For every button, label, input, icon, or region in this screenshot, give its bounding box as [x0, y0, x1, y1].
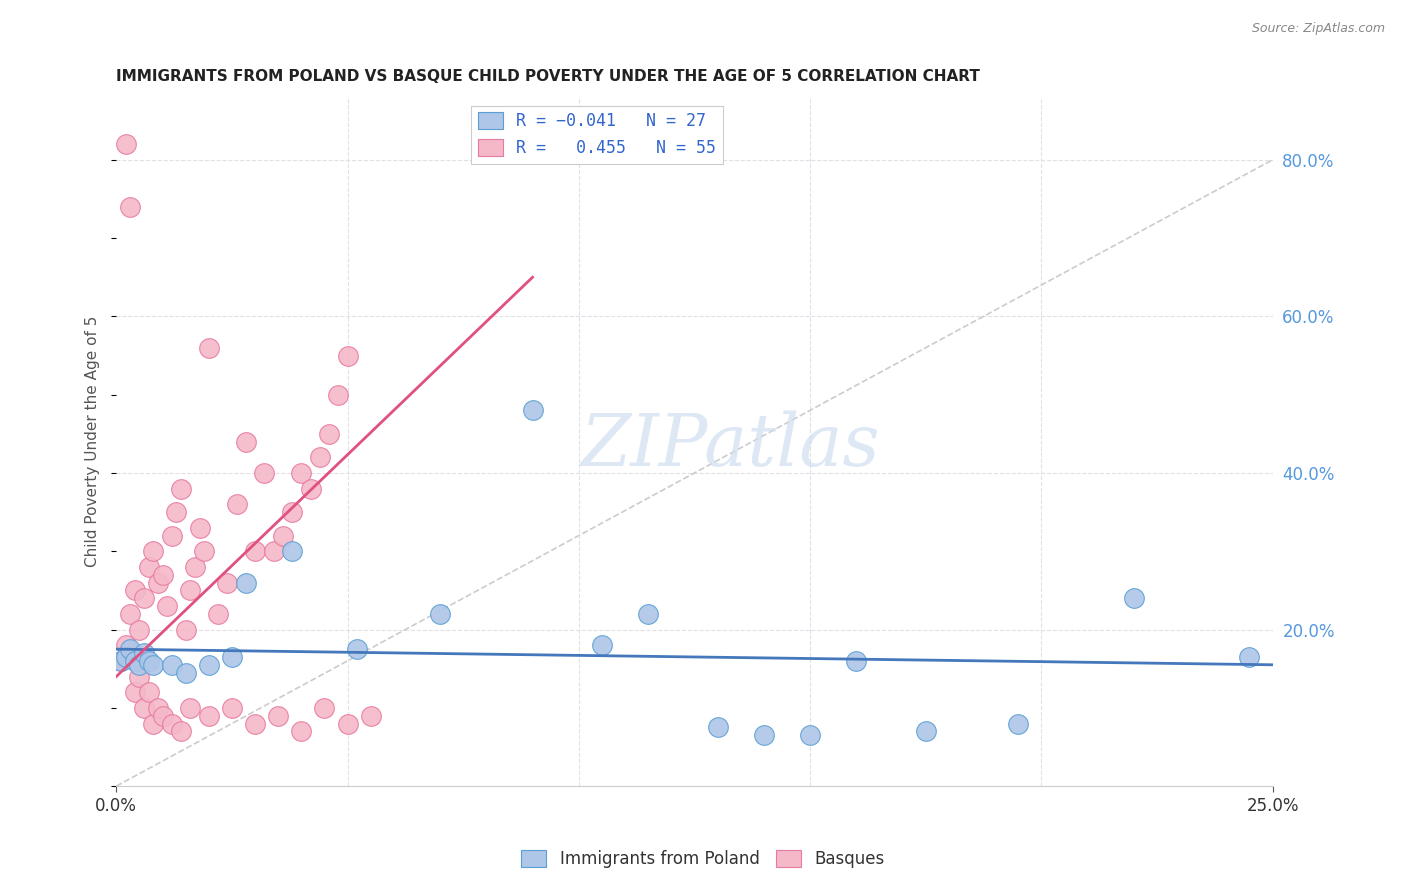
Point — [1239, 650, 1261, 665]
Point — [124, 685, 146, 699]
Point — [243, 544, 266, 558]
Point — [271, 528, 294, 542]
Point — [328, 387, 350, 401]
Point — [346, 642, 368, 657]
Point — [429, 607, 451, 621]
Text: ZIPatlas: ZIPatlas — [581, 410, 882, 482]
Point — [120, 200, 142, 214]
Point — [299, 482, 322, 496]
Point — [184, 560, 207, 574]
Point — [217, 575, 239, 590]
Point — [360, 708, 382, 723]
Point — [138, 654, 160, 668]
Point — [152, 567, 174, 582]
Point — [914, 724, 936, 739]
Point — [110, 654, 132, 668]
Point — [637, 607, 659, 621]
Point — [522, 403, 544, 417]
Point — [142, 716, 165, 731]
Point — [235, 434, 257, 449]
Point — [132, 591, 155, 606]
Point — [318, 426, 340, 441]
Point — [314, 701, 336, 715]
Point — [752, 728, 775, 742]
Legend: Immigrants from Poland, Basques: Immigrants from Poland, Basques — [515, 843, 891, 875]
Point — [706, 720, 728, 734]
Point — [281, 505, 304, 519]
Point — [132, 701, 155, 715]
Point — [124, 583, 146, 598]
Point — [160, 716, 183, 731]
Point — [146, 575, 169, 590]
Point — [197, 341, 219, 355]
Point — [243, 716, 266, 731]
Point — [114, 137, 136, 152]
Point — [114, 650, 136, 665]
Point — [308, 450, 330, 465]
Point — [799, 728, 821, 742]
Point — [591, 638, 613, 652]
Point — [845, 654, 868, 668]
Point — [120, 607, 142, 621]
Point — [221, 701, 243, 715]
Point — [124, 654, 146, 668]
Point — [281, 544, 304, 558]
Point — [221, 650, 243, 665]
Point — [156, 599, 179, 613]
Point — [235, 575, 257, 590]
Point — [128, 669, 150, 683]
Point — [142, 657, 165, 672]
Point — [225, 497, 247, 511]
Point — [120, 642, 142, 657]
Legend: R = −0.041   N = 27, R =   0.455   N = 55: R = −0.041 N = 27, R = 0.455 N = 55 — [471, 105, 723, 163]
Point — [146, 701, 169, 715]
Point — [138, 685, 160, 699]
Point — [188, 521, 211, 535]
Point — [290, 724, 312, 739]
Point — [1007, 716, 1029, 731]
Point — [152, 708, 174, 723]
Point — [174, 623, 197, 637]
Point — [263, 544, 285, 558]
Y-axis label: Child Poverty Under the Age of 5: Child Poverty Under the Age of 5 — [86, 316, 100, 567]
Point — [138, 560, 160, 574]
Point — [290, 466, 312, 480]
Point — [160, 657, 183, 672]
Point — [132, 646, 155, 660]
Point — [267, 708, 290, 723]
Point — [197, 657, 219, 672]
Point — [170, 482, 193, 496]
Point — [193, 544, 215, 558]
Point — [170, 724, 193, 739]
Point — [336, 349, 359, 363]
Point — [197, 708, 219, 723]
Point — [114, 638, 136, 652]
Text: IMMIGRANTS FROM POLAND VS BASQUE CHILD POVERTY UNDER THE AGE OF 5 CORRELATION CH: IMMIGRANTS FROM POLAND VS BASQUE CHILD P… — [117, 69, 980, 84]
Point — [207, 607, 229, 621]
Point — [110, 654, 132, 668]
Point — [179, 701, 201, 715]
Point — [174, 665, 197, 680]
Point — [253, 466, 276, 480]
Point — [179, 583, 201, 598]
Point — [128, 623, 150, 637]
Point — [160, 528, 183, 542]
Point — [1122, 591, 1144, 606]
Point — [128, 657, 150, 672]
Text: Source: ZipAtlas.com: Source: ZipAtlas.com — [1251, 22, 1385, 36]
Point — [142, 544, 165, 558]
Point — [336, 716, 359, 731]
Point — [165, 505, 187, 519]
